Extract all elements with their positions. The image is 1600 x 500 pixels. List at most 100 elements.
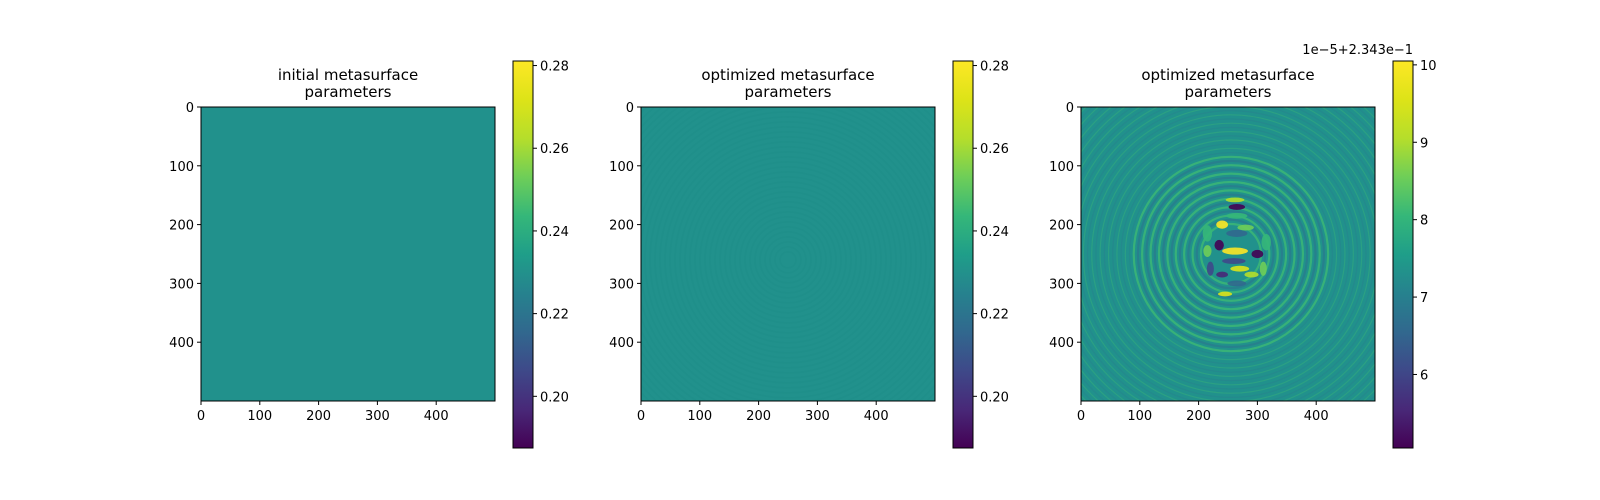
colorbar-tick-label: 0.20 (980, 390, 1009, 405)
colorbar-tick-label: 0.28 (540, 60, 569, 75)
ripple-ring (669, 141, 907, 379)
panel-1: initial metasurface parameters 0 100 200 300… (169, 60, 569, 449)
interference-ring (1170, 193, 1292, 315)
interference-lobe (1226, 229, 1248, 237)
interference-ring (1082, 107, 1375, 401)
x-tick-label: 300 (365, 409, 390, 424)
panel-2-frame (640, 106, 936, 402)
ripple-ring (779, 251, 797, 269)
x-tick-label: 200 (1186, 409, 1211, 424)
interference-ring (1124, 147, 1338, 361)
interference-lobe (1261, 234, 1271, 251)
y-tick-label: 100 (169, 160, 194, 175)
ripple-ring (664, 136, 912, 384)
interference-lobe (1230, 265, 1250, 272)
ripple-ring (729, 201, 847, 319)
y-tick-label: 0 (1066, 101, 1074, 116)
panel-1-title: initial metasurface parameters (278, 66, 418, 101)
colorbar-tick-label: 9 (1420, 136, 1428, 151)
panel-1-frame (200, 106, 496, 402)
colorbar-tick-label: 0.24 (980, 225, 1009, 240)
interference-lobe (1216, 271, 1228, 278)
interference-lobe (1251, 249, 1264, 259)
y-tick-label: 0 (186, 101, 194, 116)
panel-3-colorbar: 6 7 8 9 10 1e−5+2.343e−1 (1302, 43, 1437, 449)
ripple-ring (679, 151, 897, 369)
interference-ring (1157, 180, 1305, 328)
y-tick-label: 400 (609, 336, 634, 351)
panel-2-colorbar-bar (952, 60, 974, 449)
panel-1-colorbar-bar (512, 60, 534, 449)
x-tick-label: 400 (864, 409, 889, 424)
y-tick-label: 200 (1049, 219, 1074, 234)
panel-3-frame (1080, 106, 1376, 402)
interference-ring (1091, 114, 1371, 394)
colorbar-tick-label: 0.22 (540, 308, 569, 323)
panel-1-colorbar: 0.20 0.22 0.24 0.26 0.28 (512, 60, 569, 449)
x-tick-label: 0 (637, 409, 645, 424)
ripple-ring (749, 221, 827, 299)
panel-1-yticks: 0 100 200 300 400 (169, 101, 201, 351)
ripple-ring (724, 196, 852, 324)
interference-lobe (1222, 247, 1248, 255)
ripple-ring (644, 116, 932, 401)
y-tick-label: 0 (626, 101, 634, 116)
y-tick-label: 400 (169, 336, 194, 351)
interference-ring (1086, 110, 1375, 398)
panel-3: optimized metasurface parameters 0 100 200 3… (1049, 43, 1437, 449)
x-tick-label: 300 (1245, 409, 1270, 424)
interference-lobe (1226, 212, 1248, 219)
interference-lobe (1237, 224, 1254, 231)
ripple-ring (704, 176, 872, 344)
interference-ring (1112, 135, 1350, 373)
panel-1-xticks: 0 100 200 300 400 (197, 401, 449, 424)
x-tick-label: 100 (1127, 409, 1152, 424)
interference-ring (1095, 118, 1367, 390)
ripple-ring (659, 131, 917, 389)
ripple-ring (649, 121, 927, 399)
panel-2-colorbar-ticks: 0.20 0.22 0.24 0.26 0.28 (973, 60, 1009, 405)
interference-ring (1141, 164, 1321, 344)
interference-lobe (1214, 239, 1224, 251)
interference-ring (1195, 218, 1267, 290)
ripple-ring (734, 206, 842, 314)
interference-lobe (1225, 197, 1245, 203)
colorbar-tick-label: 7 (1420, 291, 1428, 306)
y-tick-label: 200 (609, 219, 634, 234)
interference-ring (1132, 155, 1330, 353)
interference-ring (1162, 185, 1300, 323)
panel-3-interference-pattern (1081, 107, 1375, 401)
y-tick-label: 300 (169, 277, 194, 292)
interference-ring (1107, 131, 1354, 378)
ripple-ring (654, 126, 922, 394)
ripple-ring (764, 236, 812, 284)
x-tick-label: 0 (1077, 409, 1085, 424)
interference-ring (1178, 201, 1284, 307)
colorbar-tick-label: 6 (1420, 368, 1428, 383)
panel-3-colorbar-ticks: 6 7 8 9 10 (1413, 59, 1437, 383)
panel-2-title: optimized metasurface parameters (701, 66, 874, 101)
panel-1-colorbar-ticks: 0.20 0.22 0.24 0.26 0.28 (533, 60, 569, 405)
ripple-ring (774, 246, 802, 274)
x-tick-label: 300 (805, 409, 830, 424)
colorbar-tick-label: 0.26 (540, 142, 569, 157)
ripple-ring (739, 211, 837, 309)
interference-lobe (1259, 261, 1267, 276)
panel-2-colorbar: 0.20 0.22 0.24 0.26 0.28 (952, 60, 1009, 449)
colorbar-tick-label: 0.24 (540, 225, 569, 240)
ripple-ring (769, 241, 807, 279)
colorbar-tick-label: 0.20 (540, 390, 569, 405)
ripple-ring (714, 186, 862, 334)
y-tick-label: 300 (1049, 277, 1074, 292)
interference-ring (1103, 126, 1359, 382)
colorbar-tick-label: 0.28 (980, 60, 1009, 75)
x-tick-label: 100 (247, 409, 272, 424)
interference-lobe (1206, 261, 1214, 276)
x-tick-label: 0 (197, 409, 205, 424)
x-tick-label: 400 (424, 409, 449, 424)
interference-ring (1128, 152, 1333, 357)
colorbar-tick-label: 0.26 (980, 142, 1009, 157)
ripple-ring (709, 181, 867, 339)
panel-2-xticks: 0 100 200 300 400 (637, 401, 889, 424)
